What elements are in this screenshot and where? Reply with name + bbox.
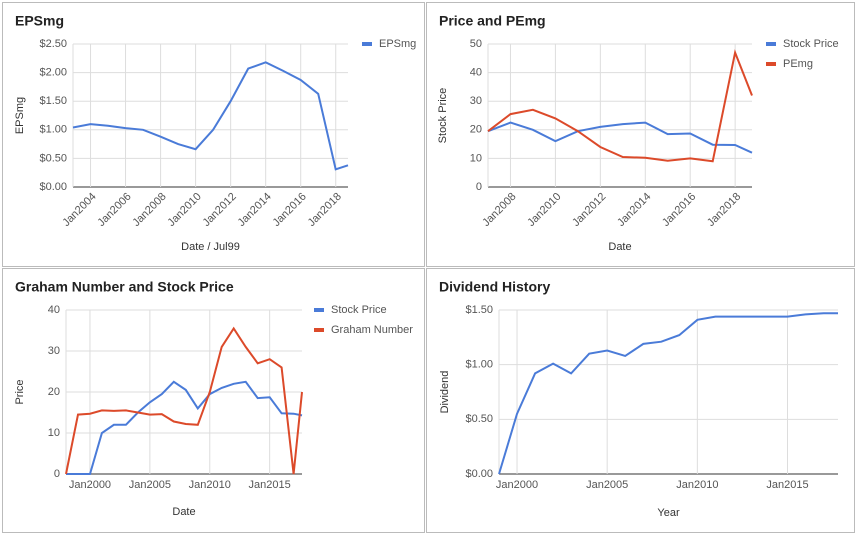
- y-tick-label: $0.50: [39, 152, 67, 164]
- y-tick-label: $2.00: [39, 67, 67, 79]
- chart-title: Dividend History: [439, 279, 550, 295]
- legend-label: EPSmg: [379, 38, 416, 50]
- chart-title: EPSmg: [15, 13, 64, 29]
- series-line: [487, 121, 753, 154]
- x-tick-label: Jan2010: [189, 479, 231, 491]
- x-tick-label: Jan2015: [766, 479, 808, 491]
- x-tick-label: Jan2000: [69, 479, 111, 491]
- x-axis-title: Date / Jul99: [181, 241, 240, 253]
- y-axis-title: EPSmg: [14, 97, 26, 134]
- x-tick-label: Jan2000: [496, 479, 538, 491]
- y-tick-label: 50: [470, 38, 482, 50]
- legend-label: PEmg: [783, 58, 813, 70]
- y-tick-label: 20: [48, 386, 60, 398]
- chart-title: Graham Number and Stock Price: [15, 279, 234, 295]
- series-line: [498, 312, 838, 475]
- x-axis-title: Date: [608, 241, 631, 253]
- legend-label: Stock Price: [783, 38, 839, 50]
- legend-label: Graham Number: [331, 324, 413, 336]
- panel: [2, 268, 425, 533]
- y-tick-label: 40: [48, 304, 60, 316]
- y-tick-label: $0.50: [465, 413, 493, 425]
- y-tick-label: 30: [470, 95, 482, 107]
- series-line: [487, 49, 753, 163]
- x-axis-title: Date: [172, 506, 195, 518]
- panel: [2, 2, 425, 267]
- y-tick-label: 40: [470, 67, 482, 79]
- chart-title: Price and PEmg: [439, 13, 546, 29]
- y-tick-label: 0: [54, 468, 60, 480]
- y-tick-label: $1.00: [39, 124, 67, 136]
- y-tick-label: $0.00: [39, 181, 67, 193]
- y-tick-label: 20: [470, 124, 482, 136]
- y-tick-label: $2.50: [39, 38, 67, 50]
- y-axis-title: Stock Price: [437, 88, 449, 144]
- y-axis-title: Dividend: [439, 371, 451, 414]
- y-axis-title: Price: [14, 379, 26, 404]
- x-tick-label: Jan2005: [129, 479, 171, 491]
- y-tick-label: 10: [48, 427, 60, 439]
- x-tick-label: Jan2005: [586, 479, 628, 491]
- y-tick-label: 10: [470, 152, 482, 164]
- x-tick-label: Jan2010: [676, 479, 718, 491]
- y-tick-label: $0.00: [465, 468, 493, 480]
- x-tick-label: Jan2015: [249, 479, 291, 491]
- legend-label: Stock Price: [331, 304, 387, 316]
- series-line: [65, 326, 303, 475]
- y-tick-label: $1.50: [465, 304, 493, 316]
- y-tick-label: 30: [48, 345, 60, 357]
- series-line: [66, 380, 303, 475]
- x-axis-title: Year: [657, 507, 680, 519]
- y-tick-label: $1.00: [465, 359, 493, 371]
- y-tick-label: 0: [476, 181, 482, 193]
- y-tick-label: $1.50: [39, 95, 67, 107]
- series-line: [72, 61, 349, 171]
- panel: [426, 268, 855, 533]
- panel: [426, 2, 855, 267]
